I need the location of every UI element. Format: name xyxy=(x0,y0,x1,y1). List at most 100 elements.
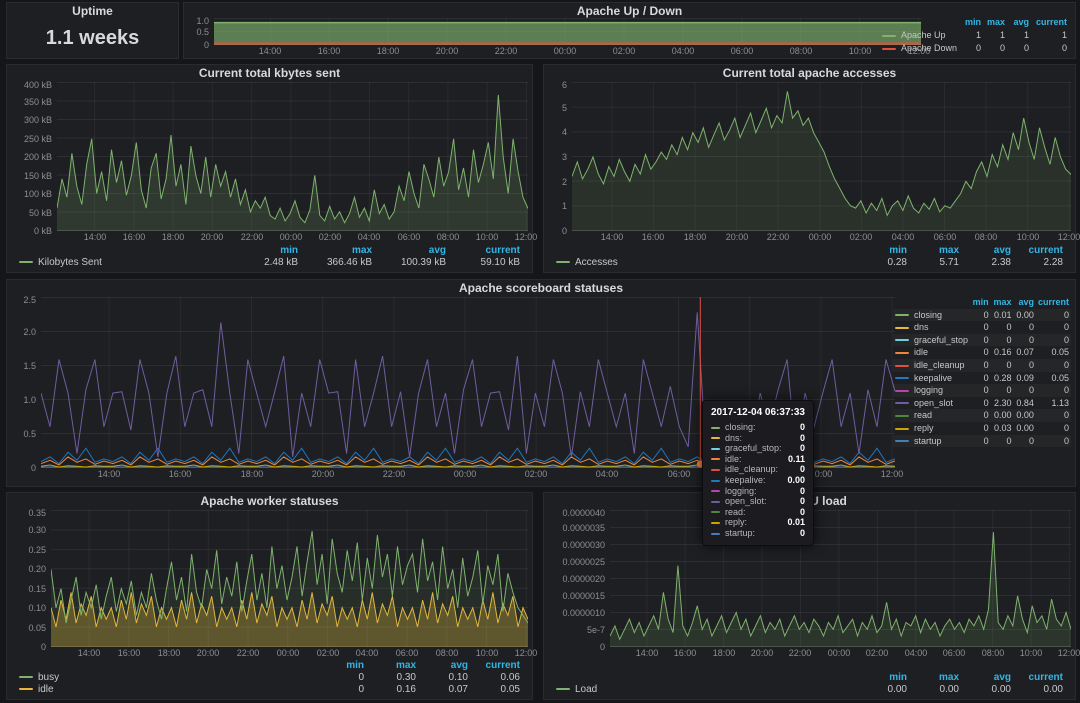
legend-current: 0 xyxy=(1063,322,1069,333)
legend-row-reply[interactable]: reply 0 0.03 0.00 0 xyxy=(893,422,1071,435)
legend-row-read[interactable]: read 0 0.00 0.00 0 xyxy=(893,409,1071,422)
legend-min: 0 xyxy=(983,397,989,408)
legend-row-open_slot[interactable]: open_slot 0 2.30 0.84 1.13 xyxy=(893,397,1071,410)
x-axis-label: 16:00 xyxy=(673,648,697,658)
legend-header-max[interactable]: max xyxy=(938,245,959,256)
x-axis-label: 16:00 xyxy=(168,469,192,479)
legend-row-keepalive[interactable]: keepalive 0 0.28 0.09 0.05 xyxy=(893,372,1071,385)
legend-row-closing[interactable]: closing 0 0.01 0.00 0 xyxy=(893,309,1071,322)
x-axis-label: 12:00 xyxy=(880,469,904,479)
legend-header-min[interactable]: min xyxy=(889,672,907,683)
legend-row-load[interactable]: Load 0.00 0.00 0.00 0.00 xyxy=(554,684,1065,696)
legend-row-apache-up[interactable]: Apache Up 1 1 1 1 xyxy=(880,29,1069,42)
legend-max: 5.71 xyxy=(939,257,959,268)
legend-header-max[interactable]: max xyxy=(986,17,1005,27)
legend-row-accesses[interactable]: Accesses 0.28 5.71 2.38 2.28 xyxy=(554,257,1065,269)
legend-current: 2.28 xyxy=(1043,257,1063,268)
series-color-dash xyxy=(881,47,896,50)
legend-row-kilobytes-sent[interactable]: Kilobytes Sent 2.48 kB 366.46 kB 100.39 … xyxy=(17,257,522,269)
legend-max: 366.46 kB xyxy=(326,257,372,268)
legend-header-max[interactable]: max xyxy=(938,672,959,683)
accesses-chart[interactable]: 6 5 4 3 2 1 0 14:00 16:00 18:00 20:00 22:00 00:00 02:… xyxy=(548,80,1080,244)
worker-chart[interactable]: 0.35 0.30 0.25 0.20 0.15 0.10 0.05 0 14:00 16:00 1… xyxy=(11,508,537,660)
legend-avg: 0.07 xyxy=(1016,347,1034,358)
scoreboard-title[interactable]: Apache scoreboard statuses xyxy=(458,281,624,295)
legend-header-avg[interactable]: avg xyxy=(993,245,1011,256)
legend-min: 2.48 kB xyxy=(264,257,298,268)
kbytes-title[interactable]: Current total kbytes sent xyxy=(198,66,341,80)
legend-row-graceful_stop[interactable]: graceful_stop 0 0 0 0 xyxy=(893,334,1071,347)
uptime-panel-title[interactable]: Uptime xyxy=(72,4,113,18)
plot-area xyxy=(572,82,1071,231)
x-axis-label: 12:00 xyxy=(514,232,538,242)
legend-header-min[interactable]: min xyxy=(972,297,989,307)
legend-header-current[interactable]: current xyxy=(485,245,520,256)
series-color-dash xyxy=(711,521,720,524)
legend-header-min[interactable]: min xyxy=(964,17,981,27)
legend-header-current[interactable]: current xyxy=(1028,245,1063,256)
y-axis-label: 2.5 xyxy=(23,295,36,305)
legend-avg: 0 xyxy=(1028,435,1034,446)
legend-row-apache-down[interactable]: Apache Down 0 0 0 0 xyxy=(880,42,1069,55)
legend-header-avg[interactable]: avg xyxy=(1013,17,1029,27)
legend-header-avg[interactable]: avg xyxy=(993,672,1011,683)
legend-max: 0.00 xyxy=(939,684,959,695)
y-axis-label: 300 kB xyxy=(23,115,52,125)
x-axis-label: 02:00 xyxy=(318,232,342,242)
legend-header-min[interactable]: min xyxy=(346,660,364,671)
legend-row-startup[interactable]: startup 0 0 0 0 xyxy=(893,435,1071,448)
legend-current: 0 xyxy=(1063,385,1069,396)
legend-avg: 100.39 kB xyxy=(400,257,446,268)
legend-header-current[interactable]: current xyxy=(1037,297,1069,307)
legend-header-max[interactable]: max xyxy=(351,245,372,256)
worker-title[interactable]: Apache worker statuses xyxy=(200,494,339,508)
series-label: open_slot xyxy=(914,397,954,408)
legend-row-dns[interactable]: dns 0 0 0 0 xyxy=(893,321,1071,334)
y-axis-label: 250 kB xyxy=(23,134,52,144)
x-axis-label: 10:00 xyxy=(809,469,833,479)
accesses-title[interactable]: Current total apache accesses xyxy=(722,66,897,80)
legend-header-current[interactable]: current xyxy=(485,660,520,671)
legend-row-busy[interactable]: busy 0 0.30 0.10 0.06 xyxy=(17,672,522,684)
legend-header-avg[interactable]: avg xyxy=(1018,297,1034,307)
cpu-load-chart[interactable]: 0.0000040 0.0000035 0.0000030 0.0000025 0.00… xyxy=(548,508,1080,660)
legend-header-avg[interactable]: avg xyxy=(428,245,446,256)
x-axis-label: 12:00 xyxy=(907,46,931,56)
y-axis-label: 0.5 xyxy=(196,27,209,37)
y-axis-label: 0.0000010 xyxy=(562,608,605,618)
legend-row-logging[interactable]: logging 0 0 0 0 xyxy=(893,384,1071,397)
x-axis-label: 04:00 xyxy=(904,648,928,658)
x-axis-label: 04:00 xyxy=(671,46,695,56)
legend-current: 0 xyxy=(1063,309,1069,320)
y-axis-label: 1 xyxy=(561,201,567,211)
legend-header-current[interactable]: current xyxy=(1035,17,1067,27)
apache-updown-title[interactable]: Apache Up / Down xyxy=(576,4,683,18)
legend-header-max[interactable]: max xyxy=(993,297,1012,307)
kbytes-chart[interactable]: 400 kB 350 kB 300 kB 250 kB 200 kB 150 kB 100 … xyxy=(11,80,537,244)
legend-avg: 0.00 xyxy=(1016,410,1034,421)
tooltip-row-idle_cleanup: idle_cleanup: 0 xyxy=(711,464,805,475)
legend-row-idle[interactable]: idle 0 0.16 0.07 0.05 xyxy=(17,684,522,696)
x-axis-label: 08:00 xyxy=(435,648,459,658)
x-axis-label: 18:00 xyxy=(157,648,181,658)
legend-header-max[interactable]: max xyxy=(395,660,416,671)
series-label: reply xyxy=(914,422,934,433)
legend-header-min[interactable]: min xyxy=(280,245,298,256)
legend-row-idle_cleanup[interactable]: idle_cleanup 0 0 0 0 xyxy=(893,359,1071,372)
accesses-panel: Current total apache accesses 6 5 4 3 2 1 0 14:… xyxy=(543,64,1080,273)
legend-max: 0.00 xyxy=(993,410,1012,421)
legend-header-current[interactable]: current xyxy=(1028,672,1063,683)
series-label: busy xyxy=(38,672,60,683)
y-axis-label: 0.30 xyxy=(28,525,46,535)
worker-legend: min max avg current busy 0 0.30 0.10 0.0… xyxy=(17,660,522,696)
scoreboard-legend: min max avg current closing 0 0.01 0.00 0 dns… xyxy=(893,296,1071,447)
legend-max: 0 xyxy=(999,43,1005,53)
legend-header-min[interactable]: min xyxy=(889,245,907,256)
legend-header-avg[interactable]: avg xyxy=(450,660,468,671)
y-axis-label: 0.0000020 xyxy=(562,574,605,584)
series-color-dash xyxy=(556,261,570,264)
x-axis-label: 14:00 xyxy=(635,648,659,658)
apache-updown-chart[interactable]: 1.0 0.5 0 14:00 16:00 18:00 20:00 22:00 00:00 02:… xyxy=(188,16,930,58)
legend-row-idle[interactable]: idle 0 0.16 0.07 0.05 xyxy=(893,346,1071,359)
x-axis-label: 00:00 xyxy=(553,46,577,56)
